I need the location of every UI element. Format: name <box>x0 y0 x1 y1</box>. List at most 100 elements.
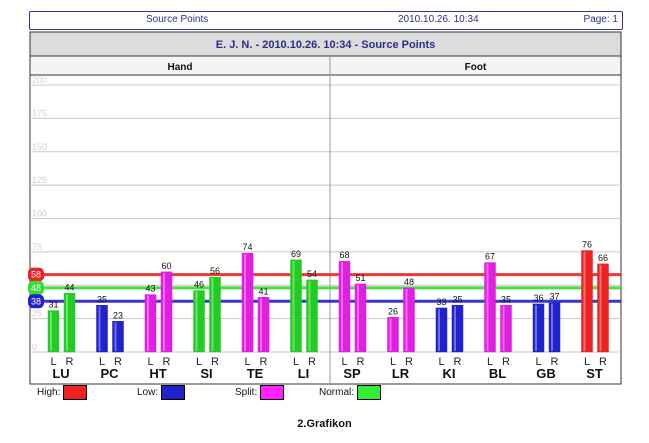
group-si-r-label: R <box>211 356 219 368</box>
group-li-l-value-label: 69 <box>291 249 301 259</box>
legend: High: Low: Split: Normal: <box>37 385 457 403</box>
group-lu-r-bar-highlight <box>66 294 68 351</box>
group-ki-l-bar-highlight <box>438 308 440 351</box>
group-sp-r-label: R <box>357 356 365 368</box>
group-lu-l-bar-highlight <box>50 311 52 351</box>
group-bl-l-bar <box>484 262 496 353</box>
chart-frame <box>29 31 622 385</box>
group-li-r-label: R <box>308 356 316 368</box>
title-band <box>29 31 622 57</box>
group-ht-l-bar-highlight <box>147 295 149 351</box>
group-ht-r-label: R <box>163 356 171 368</box>
y-tick-label: 125 <box>32 175 47 185</box>
group-si-r-value-label: 56 <box>210 266 220 276</box>
group-st-name-label: ST <box>586 366 603 381</box>
group-st-r-bar <box>597 263 609 353</box>
figure-caption: 2.Grafikon <box>297 418 352 430</box>
report-datetime: 2010.10.26. 10:34 <box>398 14 479 25</box>
group-si-l-bar <box>193 290 205 353</box>
legend-label: Low: <box>137 387 159 398</box>
group-lu-name-label: LU <box>52 366 69 381</box>
y-tick-label: 0 <box>32 342 37 352</box>
group-te-r-bar <box>257 297 270 353</box>
group-lr-name-label: LR <box>392 366 410 381</box>
legend-item-normal: Normal: <box>319 385 382 400</box>
group-ki-l-bar <box>435 307 448 353</box>
legend-label: Normal: <box>319 387 355 398</box>
group-ht-l-label: L <box>147 356 153 368</box>
group-gb-name-label: GB <box>536 366 556 381</box>
legend-swatch <box>63 385 88 400</box>
section-label-hand: Hand <box>168 62 193 73</box>
group-si-r-bar <box>209 276 221 353</box>
group-li-l-bar-highlight <box>292 260 295 351</box>
group-sp-name-label: SP <box>343 366 361 381</box>
group-st-r-bar-highlight <box>599 264 602 351</box>
group-pc-r-bar-highlight <box>114 322 117 351</box>
ref-badge-value-high: 58 <box>31 270 41 280</box>
group-st-l-bar-highlight <box>583 251 586 351</box>
y-tick-label: 100 <box>32 209 47 219</box>
group-sp-l-label: L <box>341 356 347 368</box>
group-ht-name-label: HT <box>149 366 166 381</box>
group-bl-r-bar <box>500 305 512 353</box>
group-te-r-value-label: 41 <box>258 286 268 296</box>
legend-item-split: Split: <box>235 385 285 400</box>
group-pc-r-label: R <box>114 356 122 368</box>
group-sp-l-value-label: 68 <box>339 250 349 260</box>
group-ht-l-bar <box>144 294 157 353</box>
group-bl-l-bar-highlight <box>486 263 489 351</box>
group-pc-name-label: PC <box>100 366 119 381</box>
group-st-l-value-label: 76 <box>582 240 592 250</box>
group-bl-name-label: BL <box>489 366 506 381</box>
group-gb-l-value-label: 36 <box>533 293 543 303</box>
ref-badge-value-low: 38 <box>31 296 41 306</box>
group-ki-r-label: R <box>454 356 462 368</box>
group-lr-r-label: R <box>405 356 413 368</box>
ref-badge-low <box>28 294 44 309</box>
group-ki-l-value-label: 33 <box>436 297 446 307</box>
legend-swatch <box>357 385 382 400</box>
legend-item-high: High: <box>37 385 88 400</box>
y-tick-label: 175 <box>32 108 47 118</box>
group-pc-l-label: L <box>99 356 105 368</box>
group-ki-r-bar <box>451 305 464 353</box>
group-bl-l-label: L <box>487 356 493 368</box>
group-li-l-label: L <box>293 356 299 368</box>
group-lr-l-bar-highlight <box>389 318 392 351</box>
group-sp-l-bar <box>338 260 351 353</box>
legend-swatch <box>260 385 285 400</box>
group-te-r-label: R <box>260 356 268 368</box>
group-lr-r-bar-highlight <box>405 288 408 351</box>
group-ht-r-value-label: 60 <box>161 261 171 271</box>
group-sp-r-bar <box>354 283 367 353</box>
section-band <box>29 55 622 76</box>
group-pc-l-bar-highlight <box>98 306 101 351</box>
group-sp-r-bar-highlight <box>357 284 359 351</box>
group-ki-l-label: L <box>438 356 444 368</box>
group-te-l-bar <box>241 252 254 353</box>
group-st-r-value-label: 66 <box>598 253 608 263</box>
group-si-l-value-label: 46 <box>194 280 204 290</box>
group-si-l-label: L <box>196 356 202 368</box>
group-gb-r-bar-highlight <box>551 303 553 351</box>
group-pc-l-bar <box>96 305 108 353</box>
group-pc-r-value-label: 23 <box>113 310 123 320</box>
group-sp-l-bar-highlight <box>341 262 343 351</box>
group-li-name-label: LI <box>298 366 310 381</box>
group-lr-r-bar <box>403 287 415 353</box>
group-lu-l-bar <box>47 310 60 353</box>
y-tick-label: 75 <box>32 242 42 252</box>
group-ki-r-bar-highlight <box>454 306 456 351</box>
report-type-label: Source Points <box>146 14 209 25</box>
group-si-l-bar-highlight <box>195 291 198 351</box>
group-bl-r-label: R <box>502 356 510 368</box>
group-gb-r-value-label: 37 <box>549 292 559 302</box>
group-lu-r-label: R <box>66 356 74 368</box>
y-tick-label: 200 <box>32 75 47 85</box>
group-sp-r-value-label: 51 <box>355 273 365 283</box>
group-ki-r-value-label: 35 <box>452 294 462 304</box>
legend-label: High: <box>37 387 61 398</box>
group-li-r-bar-highlight <box>308 280 311 351</box>
